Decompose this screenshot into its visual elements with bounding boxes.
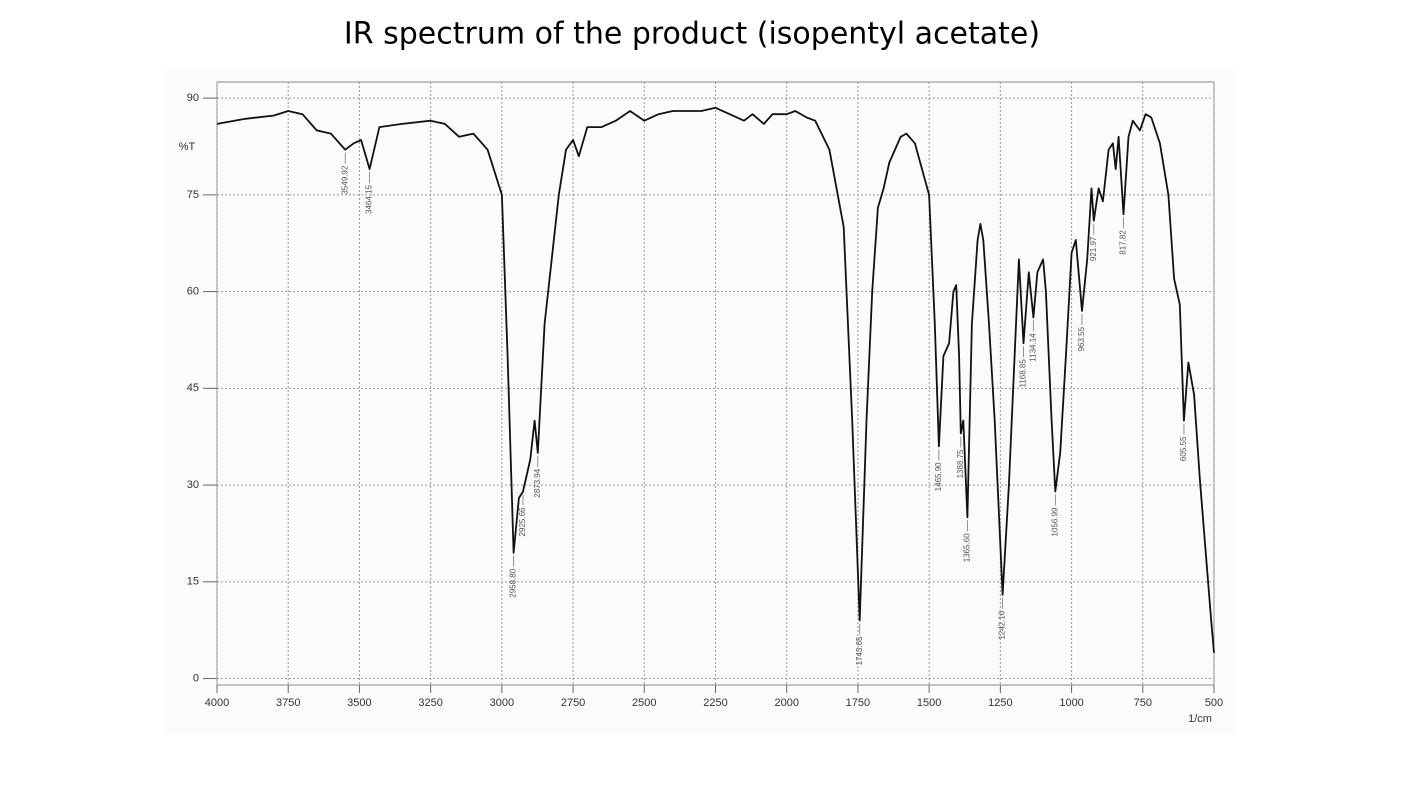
peak-label: 1242.16: [998, 610, 1007, 639]
x-tick-label: 750: [1134, 697, 1152, 709]
peak-label: 921.97: [1089, 236, 1098, 261]
peak-label: 2873.94: [533, 468, 542, 497]
peak-label: 1465.90: [934, 462, 943, 491]
x-tick-label: 1750: [846, 697, 870, 709]
x-tick-label: 3250: [418, 697, 442, 709]
x-tick-label: 3500: [347, 697, 371, 709]
peak-label: 1743.65: [855, 636, 864, 665]
peak-label: 817.82: [1119, 230, 1128, 255]
peak-label: 3549.92: [340, 165, 349, 194]
peak-label: 963.55: [1077, 326, 1086, 351]
y-tick-label: 30: [187, 479, 199, 491]
chart-title: IR spectrum of the product (isopentyl ac…: [344, 17, 1040, 52]
chart-background: [165, 70, 1235, 735]
y-tick-label: 15: [187, 576, 199, 588]
x-tick-label: 2000: [774, 697, 798, 709]
peak-label: 1168.85: [1019, 359, 1028, 388]
peak-label: 2958.80: [509, 568, 518, 597]
x-tick-label: 2500: [632, 697, 656, 709]
peak-label: 1365.60: [963, 533, 972, 562]
x-tick-label: 2250: [703, 697, 727, 709]
x-tick-label: 1000: [1059, 697, 1083, 709]
peak-label: 3464.15: [365, 185, 374, 214]
x-tick-label: 3000: [490, 697, 514, 709]
spectrum-line: [216, 106, 1215, 653]
y-axis-label: %T: [179, 141, 196, 153]
x-axis-label: 1/cm: [1188, 713, 1212, 725]
y-tick-label: 60: [187, 286, 199, 298]
y-tick-label: 45: [187, 382, 199, 394]
peak-label: 1134.14: [1028, 333, 1037, 362]
x-tick-label: 3750: [276, 697, 300, 709]
y-tick-label: 90: [187, 92, 199, 104]
x-tick-label: 4000: [205, 697, 229, 709]
x-tick-label: 1250: [988, 697, 1012, 709]
peak-label: 605.55: [1179, 436, 1188, 461]
x-tick-label: 500: [1205, 697, 1223, 709]
peak-label: 1056.99: [1050, 507, 1059, 536]
x-tick-label: 1500: [917, 697, 941, 709]
y-tick-label: 0: [193, 672, 199, 684]
y-tick-label: 75: [187, 189, 199, 201]
peak-label: 1388.75: [956, 449, 965, 478]
peak-label: 2925.66: [518, 507, 527, 536]
x-tick-label: 2750: [561, 697, 585, 709]
